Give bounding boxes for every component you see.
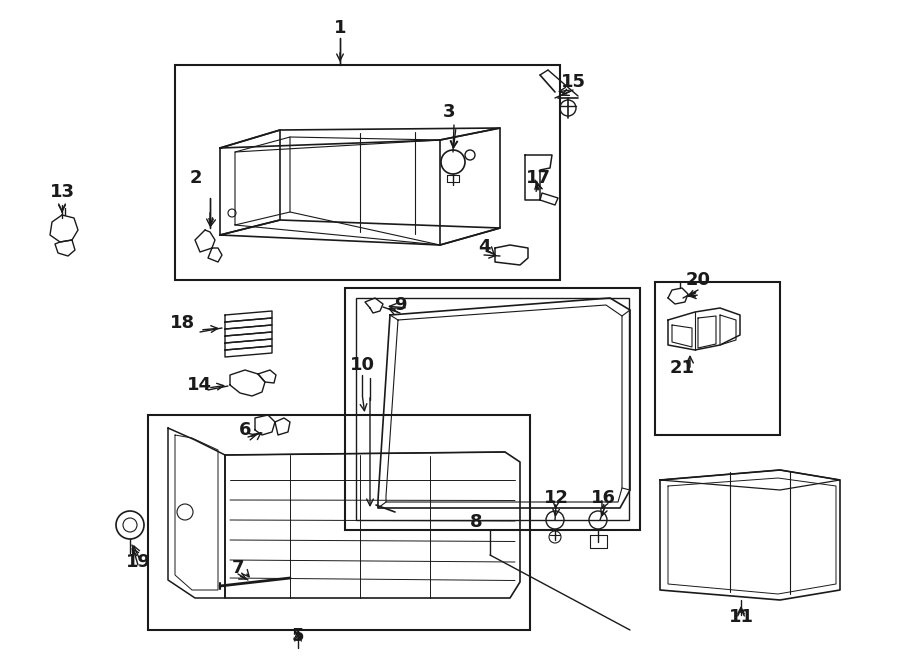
Text: 20: 20: [686, 271, 710, 289]
Text: 6: 6: [238, 421, 251, 439]
Text: 8: 8: [470, 513, 482, 531]
Text: 2: 2: [190, 169, 203, 187]
Text: 10: 10: [349, 356, 374, 374]
Text: 11: 11: [728, 608, 753, 626]
Text: 12: 12: [544, 489, 569, 507]
Bar: [356, 298, 629, 520]
Text: 4: 4: [478, 238, 491, 256]
Text: 16: 16: [590, 489, 616, 507]
Text: 14: 14: [186, 376, 211, 394]
Text: 21: 21: [670, 359, 695, 377]
Text: 9: 9: [394, 296, 406, 314]
Text: 7: 7: [232, 559, 244, 577]
Bar: [345, 288, 640, 530]
Text: 1: 1: [334, 19, 346, 37]
Text: 15: 15: [561, 73, 586, 91]
Bar: [655, 282, 780, 435]
Text: 19: 19: [125, 553, 150, 571]
Text: 13: 13: [50, 183, 75, 201]
Text: 18: 18: [170, 314, 195, 332]
Bar: [148, 415, 530, 630]
Text: 5: 5: [292, 627, 304, 645]
Text: 17: 17: [526, 169, 551, 187]
Text: 3: 3: [443, 103, 455, 121]
Bar: [175, 65, 560, 280]
